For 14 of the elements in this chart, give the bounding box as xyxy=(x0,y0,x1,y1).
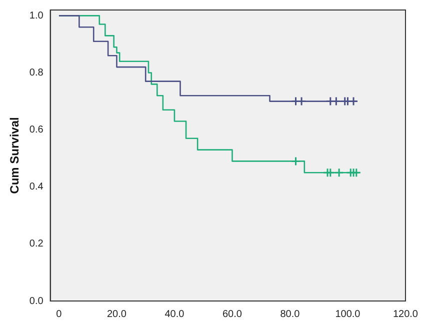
x-tick-label: 40.0 xyxy=(164,308,185,320)
x-tick-label: 120.0 xyxy=(392,308,418,320)
y-axis-title: Cum Survival xyxy=(8,117,22,194)
x-tick-label: 100.0 xyxy=(335,308,361,320)
y-tick-label: 0.2 xyxy=(29,238,44,250)
y-tick-label: 0.4 xyxy=(29,182,44,193)
y-tick-label: 0.8 xyxy=(29,68,44,79)
y-tick-label: 0.6 xyxy=(29,124,44,136)
x-tick-label: 20.0 xyxy=(106,308,127,320)
y-tick-label: 1.0 xyxy=(29,10,44,22)
x-tick-label: 80.0 xyxy=(280,308,300,320)
x-tick-label: 0 xyxy=(56,308,62,320)
x-tick-label: 60.0 xyxy=(222,308,242,320)
y-tick-label: 0.0 xyxy=(29,296,44,307)
